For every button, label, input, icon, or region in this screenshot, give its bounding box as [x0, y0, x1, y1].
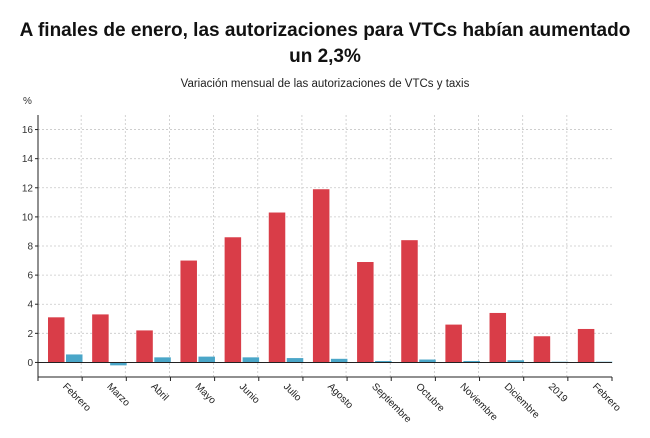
chart-title: A finales de enero, las autorizaciones p…: [19, 20, 631, 67]
bar-taxi: [154, 357, 171, 363]
bar-taxi: [507, 360, 525, 363]
x-tick-label: 2019: [546, 381, 570, 405]
bar-vtc: [577, 328, 595, 363]
x-tick-label: Septiembre: [369, 381, 413, 425]
bars: [48, 189, 613, 366]
y-tick-label: 12: [22, 183, 34, 194]
y-axis-ticks: 0 2 4 6 8 10 12 14 16: [22, 125, 34, 369]
y-tick-label: 16: [22, 125, 34, 136]
x-tick-label: Junio: [237, 381, 262, 406]
x-tick-label: Febrero: [590, 381, 623, 414]
bar-taxi: [419, 359, 436, 363]
y-tick-label: 8: [27, 242, 33, 253]
bar-taxi: [286, 358, 304, 363]
bar-taxi: [198, 356, 215, 363]
x-tick-label: Julio: [281, 381, 304, 404]
bar-vtc: [533, 336, 551, 363]
bar-vtc: [224, 237, 242, 363]
bar-vtc: [312, 189, 330, 363]
y-tick-label: 14: [22, 154, 34, 165]
y-tick-label: 10: [22, 212, 34, 223]
x-tick-label: Noviembre: [458, 381, 500, 423]
bar-vtc: [268, 212, 286, 363]
bar-vtc: [357, 262, 374, 363]
bar-taxi: [242, 357, 260, 363]
y-axis-unit: %: [23, 96, 32, 107]
x-tick-label: Mayo: [193, 381, 218, 406]
bar-taxi: [375, 360, 392, 363]
bar-vtc: [445, 324, 462, 363]
x-tick-label: Diciembre: [502, 381, 542, 421]
x-tick-label: Febrero: [60, 381, 93, 414]
chart-subtitle: Variación mensual de las autorizaciones …: [180, 78, 470, 90]
x-tick-label: Marzo: [104, 381, 132, 409]
y-tick-label: 4: [27, 300, 33, 311]
bar-vtc: [489, 312, 507, 363]
bar-taxi: [110, 362, 127, 366]
x-axis-ticks: Febrero Marzo Abril Mayo Junio Julio Agosto Sep…: [60, 381, 623, 425]
bar-taxi: [330, 358, 348, 363]
bar-vtc: [92, 314, 109, 363]
bar-taxi: [463, 360, 480, 363]
bar-vtc: [180, 260, 197, 363]
bar-vtc: [136, 330, 153, 363]
bar-vtc: [401, 240, 418, 363]
y-tick-label: 2: [27, 329, 33, 340]
x-tick-label: Agosto: [325, 381, 355, 411]
x-tick-label: Abril: [148, 381, 170, 403]
y-tick-label: 0: [27, 358, 33, 369]
bar-vtc: [48, 317, 65, 363]
x-tick-label: Octubre: [413, 381, 446, 414]
y-tick-label: 6: [27, 271, 33, 282]
axes: [35, 115, 613, 381]
bar-taxi: [66, 354, 83, 363]
